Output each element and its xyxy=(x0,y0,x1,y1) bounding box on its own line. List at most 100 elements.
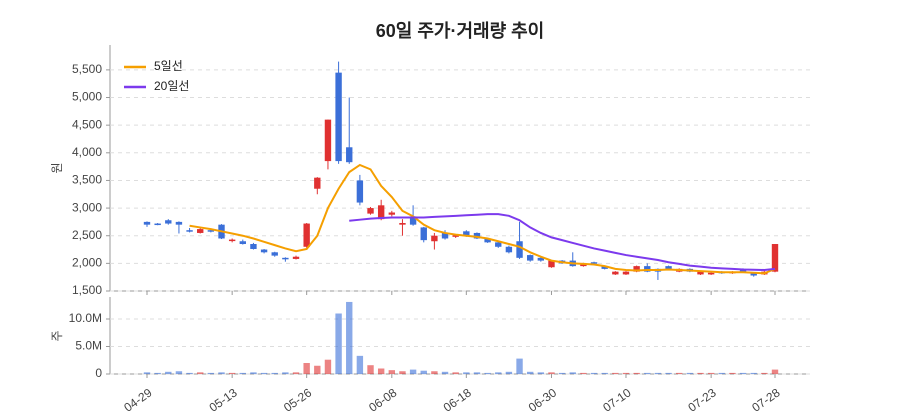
volume-bar xyxy=(441,371,449,374)
candle-body xyxy=(282,257,289,260)
volume-bar xyxy=(463,372,470,374)
candle-body xyxy=(292,256,300,259)
volume-bar xyxy=(197,372,204,374)
candle-body xyxy=(463,231,470,236)
volume-bar xyxy=(697,372,704,374)
chart-title: 60일 주가·거래량 추이 xyxy=(376,21,545,41)
volume-bar xyxy=(729,372,736,374)
volume-bar xyxy=(569,372,576,374)
volume-bar xyxy=(143,372,151,374)
volume-bar xyxy=(739,372,747,374)
volume-bar xyxy=(537,372,545,374)
y-tick-label: 4,500 xyxy=(72,117,102,131)
volume-bar xyxy=(676,372,683,374)
volume-bar xyxy=(314,365,321,374)
volume-bar xyxy=(495,372,502,374)
candle-body xyxy=(335,72,342,162)
candle-body xyxy=(165,220,172,224)
volume-bar xyxy=(282,372,289,374)
candle-body xyxy=(644,266,651,272)
candle-body xyxy=(197,229,204,233)
volume-bar xyxy=(771,369,779,374)
candle-body xyxy=(771,244,779,272)
candle-body xyxy=(441,232,449,239)
volume-bar xyxy=(484,372,491,374)
volume-bar xyxy=(335,313,342,374)
y-tick-label: 5,000 xyxy=(72,90,102,104)
volume-bar xyxy=(250,372,257,374)
volume-bar xyxy=(590,372,598,374)
volume-bar xyxy=(580,372,587,374)
candle-body xyxy=(665,266,672,269)
candle-body xyxy=(473,232,481,239)
x-tick-label: 07-28 xyxy=(749,385,782,414)
x-tick-label: 06-08 xyxy=(366,385,399,414)
volume-bar xyxy=(761,372,768,374)
y-tick-label: 1,500 xyxy=(72,283,102,297)
volume-bar xyxy=(367,365,374,374)
candle-body xyxy=(505,246,513,253)
candle-body xyxy=(377,205,385,220)
candle-body xyxy=(143,221,151,225)
candle-body xyxy=(697,271,704,275)
volume-bar xyxy=(292,372,300,374)
candle-body xyxy=(750,273,757,276)
candle-body xyxy=(590,262,598,264)
candle-body xyxy=(324,119,332,162)
candle-body xyxy=(175,221,183,225)
volume-bar xyxy=(505,371,513,374)
candle-body xyxy=(601,266,608,269)
y-tick-label: 3,000 xyxy=(72,200,102,214)
volume-bar xyxy=(175,371,183,374)
candle-body xyxy=(207,230,215,232)
legend-label: 20일선 xyxy=(154,79,189,93)
candle-body xyxy=(367,208,374,214)
volume-bar xyxy=(548,372,555,374)
candle-body xyxy=(548,260,555,268)
volume-bar xyxy=(431,371,438,374)
volume-tick-label: 10.0M xyxy=(69,311,102,325)
candle-body xyxy=(399,223,406,225)
volume-bar xyxy=(399,371,406,374)
x-tick-label: 04-29 xyxy=(121,385,154,414)
volume-bar xyxy=(558,372,566,374)
x-tick-label: 07-23 xyxy=(685,385,718,414)
y-tick-label: 2,500 xyxy=(72,228,102,242)
candle-body xyxy=(452,235,459,237)
volume-bar xyxy=(271,372,278,374)
volume-bar xyxy=(420,370,427,374)
volume-bar xyxy=(452,372,459,374)
candle-body xyxy=(186,230,193,232)
volume-bar xyxy=(526,371,534,374)
volume-bar xyxy=(750,372,757,374)
volume-bar xyxy=(718,372,725,374)
volume-bar xyxy=(260,372,268,374)
x-tick-label: 05-26 xyxy=(281,385,314,414)
x-tick-label: 07-10 xyxy=(600,385,633,414)
candle-body xyxy=(495,242,502,247)
y-axis-label: 원 xyxy=(50,162,64,173)
volume-bar xyxy=(165,371,172,374)
volume-tick-label: 5.0M xyxy=(75,339,102,353)
volume-bar xyxy=(686,372,694,374)
legend-label: 5일선 xyxy=(154,59,183,73)
candle-body xyxy=(612,271,619,275)
candle-body xyxy=(260,249,268,253)
x-tick-label: 05-13 xyxy=(207,385,240,414)
x-tick-label: 06-18 xyxy=(441,385,474,414)
volume-bar xyxy=(324,359,332,374)
candle-body xyxy=(314,177,321,189)
volume-bar xyxy=(409,369,417,374)
y-tick-label: 4,000 xyxy=(72,145,102,159)
candle-body xyxy=(271,252,278,256)
candle-body xyxy=(346,147,353,163)
volume-bar xyxy=(346,301,353,374)
candle-body xyxy=(707,272,715,275)
volume-bar xyxy=(633,372,640,374)
candle-body xyxy=(622,271,630,275)
volume-bar xyxy=(239,372,246,374)
candle-body xyxy=(388,212,396,215)
y-tick-label: 5,500 xyxy=(72,62,102,76)
volume-bar xyxy=(473,372,481,374)
volume-bar xyxy=(612,372,619,374)
